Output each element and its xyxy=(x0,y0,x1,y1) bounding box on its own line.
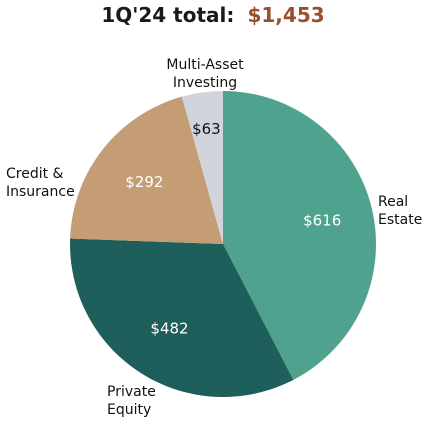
pie-slice xyxy=(181,91,223,244)
pie-slice xyxy=(70,238,294,397)
pie-slices xyxy=(70,91,376,397)
chart-total-value: $1,453 xyxy=(247,3,324,27)
pie-category-labels: Real Estate Private Equity Credit & Insurance… xyxy=(6,57,422,418)
pie-category-label-line: Investing xyxy=(173,75,237,91)
pie-category-label-line: Real xyxy=(378,194,408,210)
pie-category-label-line: Credit & xyxy=(6,166,64,182)
pie-category-label-line: Equity xyxy=(107,402,151,418)
pie-value-label: $63 xyxy=(192,120,221,138)
chart-title-label: 1Q'24 total: xyxy=(101,3,234,27)
pie-slice xyxy=(70,96,223,244)
pie-value-label: $616 xyxy=(303,211,341,229)
pie-category-label: Multi-Asset Investing xyxy=(166,57,244,91)
pie-slice xyxy=(223,91,376,380)
pie-category-label-line: Estate xyxy=(378,212,422,228)
pie-value-label: $482 xyxy=(150,320,188,338)
pie-category-label-line: Insurance xyxy=(6,184,75,200)
pie-value-label: $292 xyxy=(125,173,163,191)
pie-value-labels: $616 $482 $292 $63 xyxy=(125,120,341,337)
pie-category-label: Private Equity xyxy=(107,384,156,418)
pie-category-label-line: Private xyxy=(107,384,156,400)
pie-category-label: Real Estate xyxy=(378,194,422,228)
pie-category-label-line: Multi-Asset xyxy=(166,57,244,73)
pie-category-label: Credit & Insurance xyxy=(6,166,75,200)
chart-title: 1Q'24 total: $1,453 xyxy=(101,3,324,27)
